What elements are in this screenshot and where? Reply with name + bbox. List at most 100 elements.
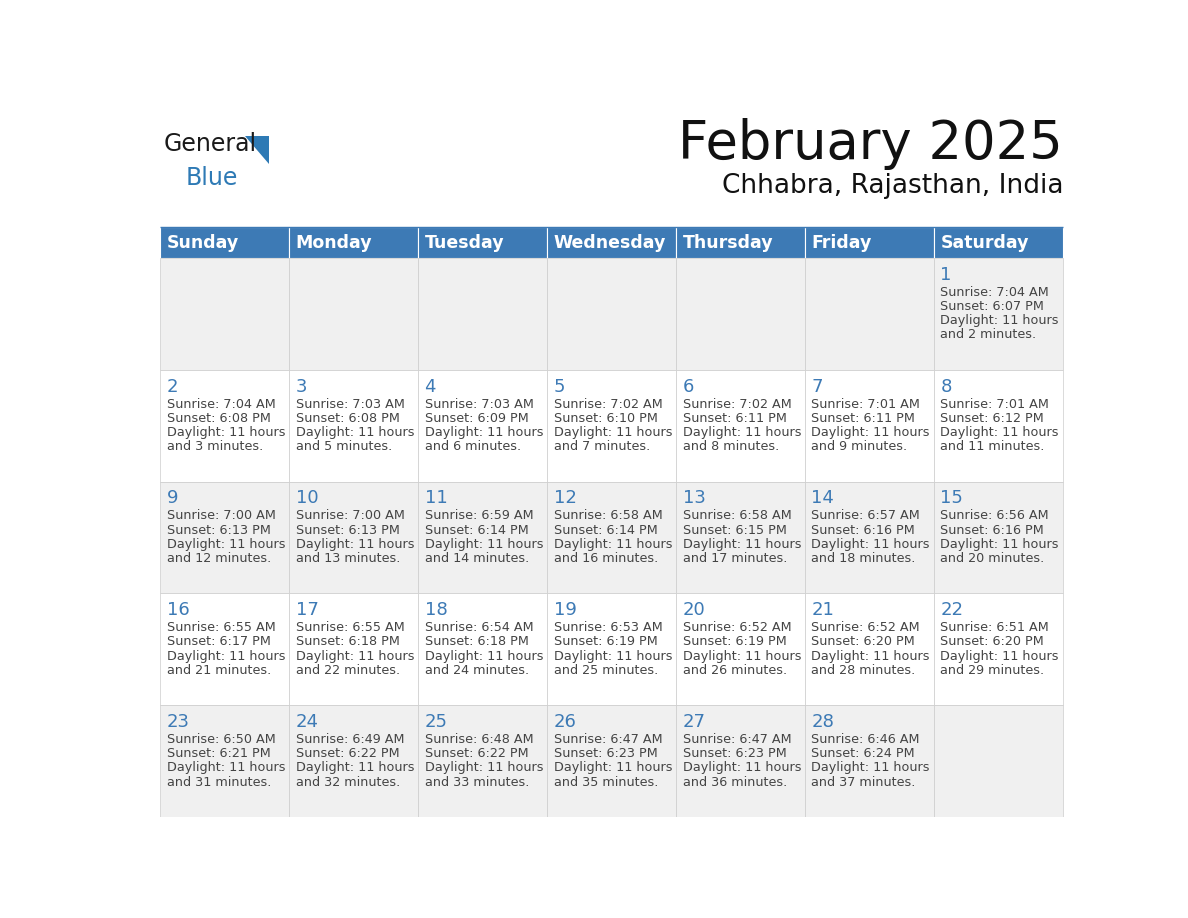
FancyBboxPatch shape: [418, 370, 546, 482]
Text: 28: 28: [811, 713, 834, 731]
Text: Sunset: 6:10 PM: Sunset: 6:10 PM: [554, 412, 657, 425]
Text: and 33 minutes.: and 33 minutes.: [424, 776, 529, 789]
FancyBboxPatch shape: [418, 258, 546, 370]
Text: Sunrise: 7:04 AM: Sunrise: 7:04 AM: [941, 285, 1049, 298]
FancyBboxPatch shape: [289, 370, 418, 482]
Text: 27: 27: [682, 713, 706, 731]
Text: 13: 13: [682, 489, 706, 508]
Text: 25: 25: [424, 713, 448, 731]
Text: Sunset: 6:20 PM: Sunset: 6:20 PM: [811, 635, 915, 648]
Text: Daylight: 11 hours: Daylight: 11 hours: [554, 426, 672, 439]
Text: and 37 minutes.: and 37 minutes.: [811, 776, 916, 789]
Text: Daylight: 11 hours: Daylight: 11 hours: [941, 426, 1059, 439]
Text: Daylight: 11 hours: Daylight: 11 hours: [682, 650, 801, 663]
Text: Daylight: 11 hours: Daylight: 11 hours: [682, 761, 801, 775]
Text: Sunrise: 6:55 AM: Sunrise: 6:55 AM: [166, 621, 276, 634]
Text: Sunrise: 7:02 AM: Sunrise: 7:02 AM: [682, 397, 791, 410]
Text: 12: 12: [554, 489, 576, 508]
FancyBboxPatch shape: [418, 705, 546, 817]
Polygon shape: [246, 137, 268, 164]
Text: Daylight: 11 hours: Daylight: 11 hours: [296, 538, 415, 551]
FancyBboxPatch shape: [418, 482, 546, 593]
Text: 6: 6: [682, 377, 694, 396]
Text: Sunset: 6:14 PM: Sunset: 6:14 PM: [424, 523, 529, 537]
Text: 26: 26: [554, 713, 576, 731]
Text: and 9 minutes.: and 9 minutes.: [811, 441, 908, 453]
Text: 11: 11: [424, 489, 448, 508]
Text: and 31 minutes.: and 31 minutes.: [166, 776, 271, 789]
Text: 14: 14: [811, 489, 834, 508]
Text: Sunset: 6:18 PM: Sunset: 6:18 PM: [424, 635, 529, 648]
Text: and 17 minutes.: and 17 minutes.: [682, 552, 786, 565]
Text: and 20 minutes.: and 20 minutes.: [941, 552, 1044, 565]
Text: and 7 minutes.: and 7 minutes.: [554, 441, 650, 453]
Text: Sunrise: 6:50 AM: Sunrise: 6:50 AM: [166, 733, 276, 746]
FancyBboxPatch shape: [676, 370, 805, 482]
Text: Sunrise: 6:59 AM: Sunrise: 6:59 AM: [424, 509, 533, 522]
Text: Tuesday: Tuesday: [424, 233, 504, 252]
Text: Sunrise: 6:57 AM: Sunrise: 6:57 AM: [811, 509, 921, 522]
FancyBboxPatch shape: [934, 593, 1063, 705]
Text: and 16 minutes.: and 16 minutes.: [554, 552, 658, 565]
Text: Sunrise: 7:02 AM: Sunrise: 7:02 AM: [554, 397, 662, 410]
Text: and 28 minutes.: and 28 minutes.: [811, 664, 916, 677]
Text: Daylight: 11 hours: Daylight: 11 hours: [296, 761, 415, 775]
Text: and 32 minutes.: and 32 minutes.: [296, 776, 400, 789]
Text: Sunrise: 7:01 AM: Sunrise: 7:01 AM: [941, 397, 1049, 410]
Text: and 36 minutes.: and 36 minutes.: [682, 776, 786, 789]
Text: Sunrise: 6:56 AM: Sunrise: 6:56 AM: [941, 509, 1049, 522]
FancyBboxPatch shape: [934, 227, 1063, 258]
Text: and 24 minutes.: and 24 minutes.: [424, 664, 529, 677]
Text: and 35 minutes.: and 35 minutes.: [554, 776, 658, 789]
FancyBboxPatch shape: [805, 593, 934, 705]
FancyBboxPatch shape: [676, 705, 805, 817]
FancyBboxPatch shape: [676, 227, 805, 258]
Text: and 14 minutes.: and 14 minutes.: [424, 552, 529, 565]
FancyBboxPatch shape: [805, 705, 934, 817]
FancyBboxPatch shape: [934, 482, 1063, 593]
FancyBboxPatch shape: [546, 593, 676, 705]
Text: Sunrise: 6:52 AM: Sunrise: 6:52 AM: [811, 621, 921, 634]
FancyBboxPatch shape: [934, 370, 1063, 482]
Text: 1: 1: [941, 265, 952, 284]
FancyBboxPatch shape: [676, 482, 805, 593]
FancyBboxPatch shape: [546, 227, 676, 258]
Text: and 25 minutes.: and 25 minutes.: [554, 664, 658, 677]
Text: 4: 4: [424, 377, 436, 396]
Text: Daylight: 11 hours: Daylight: 11 hours: [424, 650, 543, 663]
Text: Sunset: 6:21 PM: Sunset: 6:21 PM: [166, 747, 271, 760]
Text: and 8 minutes.: and 8 minutes.: [682, 441, 779, 453]
Text: Daylight: 11 hours: Daylight: 11 hours: [811, 538, 930, 551]
Text: Daylight: 11 hours: Daylight: 11 hours: [682, 426, 801, 439]
Text: Sunday: Sunday: [166, 233, 239, 252]
Text: Daylight: 11 hours: Daylight: 11 hours: [424, 426, 543, 439]
Text: and 12 minutes.: and 12 minutes.: [166, 552, 271, 565]
Text: and 22 minutes.: and 22 minutes.: [296, 664, 399, 677]
Text: Sunset: 6:18 PM: Sunset: 6:18 PM: [296, 635, 399, 648]
Text: Daylight: 11 hours: Daylight: 11 hours: [941, 314, 1059, 327]
Text: Daylight: 11 hours: Daylight: 11 hours: [811, 650, 930, 663]
Text: Wednesday: Wednesday: [554, 233, 666, 252]
FancyBboxPatch shape: [934, 258, 1063, 370]
Text: 24: 24: [296, 713, 318, 731]
Text: Daylight: 11 hours: Daylight: 11 hours: [941, 538, 1059, 551]
Text: Sunrise: 6:51 AM: Sunrise: 6:51 AM: [941, 621, 1049, 634]
Text: and 26 minutes.: and 26 minutes.: [682, 664, 786, 677]
Text: Sunset: 6:20 PM: Sunset: 6:20 PM: [941, 635, 1044, 648]
Text: Sunset: 6:13 PM: Sunset: 6:13 PM: [296, 523, 399, 537]
Text: Sunrise: 6:47 AM: Sunrise: 6:47 AM: [554, 733, 662, 746]
FancyBboxPatch shape: [805, 370, 934, 482]
FancyBboxPatch shape: [289, 227, 418, 258]
Text: 7: 7: [811, 377, 823, 396]
Text: Sunset: 6:24 PM: Sunset: 6:24 PM: [811, 747, 915, 760]
Text: Daylight: 11 hours: Daylight: 11 hours: [424, 761, 543, 775]
FancyBboxPatch shape: [546, 370, 676, 482]
Text: and 6 minutes.: and 6 minutes.: [424, 441, 520, 453]
Text: Monday: Monday: [296, 233, 372, 252]
Text: Sunset: 6:23 PM: Sunset: 6:23 PM: [554, 747, 657, 760]
Text: Daylight: 11 hours: Daylight: 11 hours: [424, 538, 543, 551]
Text: 21: 21: [811, 601, 834, 619]
Text: Sunrise: 6:46 AM: Sunrise: 6:46 AM: [811, 733, 920, 746]
Text: Sunset: 6:11 PM: Sunset: 6:11 PM: [682, 412, 786, 425]
Text: Sunset: 6:16 PM: Sunset: 6:16 PM: [941, 523, 1044, 537]
